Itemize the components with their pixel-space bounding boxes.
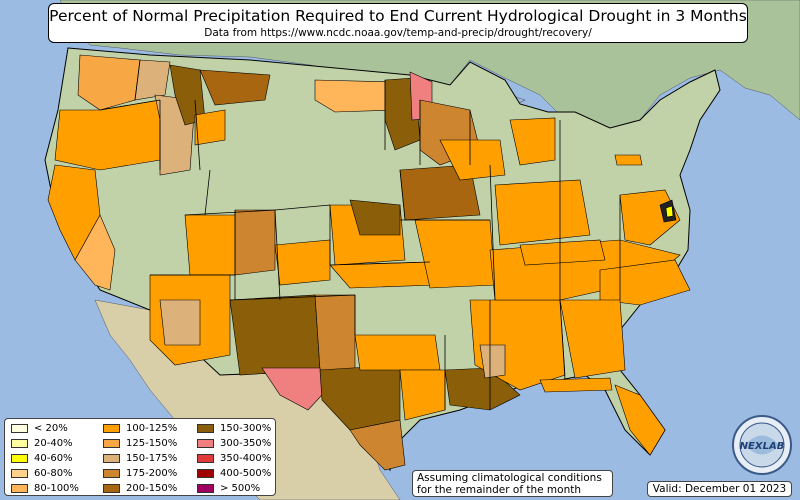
region-or bbox=[54, 99, 161, 171]
legend-item: 80-100% bbox=[11, 483, 101, 496]
region-tx-south bbox=[349, 419, 406, 471]
legend-swatch bbox=[11, 469, 28, 478]
legend-swatch bbox=[197, 454, 214, 463]
region-ca-central bbox=[74, 214, 116, 291]
region-mt-orange bbox=[194, 109, 226, 146]
legend-label: 80-100% bbox=[34, 483, 79, 494]
legend-item: 125-150% bbox=[103, 438, 193, 451]
region-carolinas bbox=[599, 259, 691, 306]
legend-item: 40-60% bbox=[11, 453, 101, 466]
note-line-1: Assuming climatological conditions bbox=[417, 472, 602, 484]
legend-swatch bbox=[103, 469, 120, 478]
region-az-light bbox=[159, 299, 201, 346]
region-tx-north bbox=[354, 334, 441, 371]
region-nm-east bbox=[314, 294, 356, 371]
legend-label: < 20% bbox=[34, 423, 68, 434]
region-nm bbox=[229, 294, 321, 376]
legend-label: 175-200% bbox=[126, 468, 178, 479]
region-wy-co bbox=[274, 239, 331, 286]
legend-label: > 500% bbox=[220, 483, 261, 494]
legend-swatch bbox=[103, 424, 120, 433]
legend-item: 175-200% bbox=[103, 468, 193, 481]
legend-label: 300-350% bbox=[220, 438, 272, 449]
legend-label: 100-125% bbox=[126, 423, 178, 434]
legend-swatch bbox=[197, 424, 214, 433]
legend-label: 60-80% bbox=[34, 468, 73, 479]
legend-swatch bbox=[103, 454, 120, 463]
region-il-north bbox=[439, 139, 506, 181]
note-line-2: for the remainder of the month bbox=[417, 484, 582, 496]
legend-swatch bbox=[197, 439, 214, 448]
legend-item: 100-125% bbox=[103, 423, 193, 436]
nexlab-logo: NEXLAB bbox=[732, 415, 792, 475]
region-fl bbox=[614, 384, 666, 456]
legend-label: 150-175% bbox=[126, 453, 178, 464]
region-mt-west bbox=[199, 69, 271, 106]
page-subtitle: Data from https://www.ncdc.noaa.gov/temp… bbox=[204, 27, 592, 39]
legend-item: 350-400% bbox=[197, 453, 287, 466]
region-ky-orange bbox=[519, 239, 606, 266]
region-in-oh bbox=[494, 179, 591, 246]
legend-label: 150-300% bbox=[220, 423, 272, 434]
region-ut bbox=[184, 214, 236, 276]
legend-swatch bbox=[103, 484, 120, 493]
region-ny-pa bbox=[614, 154, 643, 166]
region-ga bbox=[559, 299, 626, 379]
legend-label: 200-150% bbox=[126, 483, 178, 494]
region-md-yellow bbox=[665, 205, 674, 218]
legend-swatch bbox=[197, 484, 214, 493]
region-tx-pink bbox=[261, 367, 323, 411]
legend-item: 200-150% bbox=[103, 483, 193, 496]
legend-swatch bbox=[11, 424, 28, 433]
region-fl-panhandle bbox=[539, 377, 613, 393]
legend: < 20% 20-40% 40-60% 60-80% 80-100% 100-125% 12… bbox=[4, 418, 276, 496]
page-title: Percent of Normal Precipitation Required… bbox=[49, 7, 747, 25]
legend-item: 20-40% bbox=[11, 438, 101, 451]
legend-item: < 20% bbox=[11, 423, 101, 436]
legend-label: 40-60% bbox=[34, 453, 73, 464]
legend-swatch bbox=[197, 469, 214, 478]
legend-item: 400-500% bbox=[197, 468, 287, 481]
legend-label: 350-400% bbox=[220, 453, 272, 464]
legend-item: 300-350% bbox=[197, 438, 287, 451]
legend-item: 60-80% bbox=[11, 468, 101, 481]
region-ne-brown bbox=[349, 199, 401, 236]
legend-swatch bbox=[11, 484, 28, 493]
assumption-note: Assuming climatological conditions for t… bbox=[412, 470, 613, 497]
state-boundaries bbox=[99, 59, 621, 410]
legend-label: 400-500% bbox=[220, 468, 272, 479]
legend-swatch bbox=[11, 454, 28, 463]
legend-swatch bbox=[103, 439, 120, 448]
legend-label: 20-40% bbox=[34, 438, 73, 449]
region-ms-light bbox=[479, 344, 506, 379]
legend-item: > 500% bbox=[197, 483, 287, 496]
valid-date-label: Valid: December 01 2023 bbox=[647, 481, 792, 497]
legend-label: 125-150% bbox=[126, 438, 178, 449]
region-wa-east bbox=[134, 59, 171, 101]
region-mi bbox=[509, 117, 556, 166]
region-co-ut bbox=[234, 209, 276, 276]
legend-swatch bbox=[11, 439, 28, 448]
logo-text: NEXLAB bbox=[740, 441, 785, 452]
region-wa-west bbox=[77, 54, 141, 111]
region-nd bbox=[314, 79, 396, 113]
title-box: Percent of Normal Precipitation Required… bbox=[48, 3, 748, 43]
legend-item: 150-300% bbox=[197, 423, 287, 436]
drought-regions bbox=[47, 54, 691, 471]
legend-item: 150-175% bbox=[103, 453, 193, 466]
